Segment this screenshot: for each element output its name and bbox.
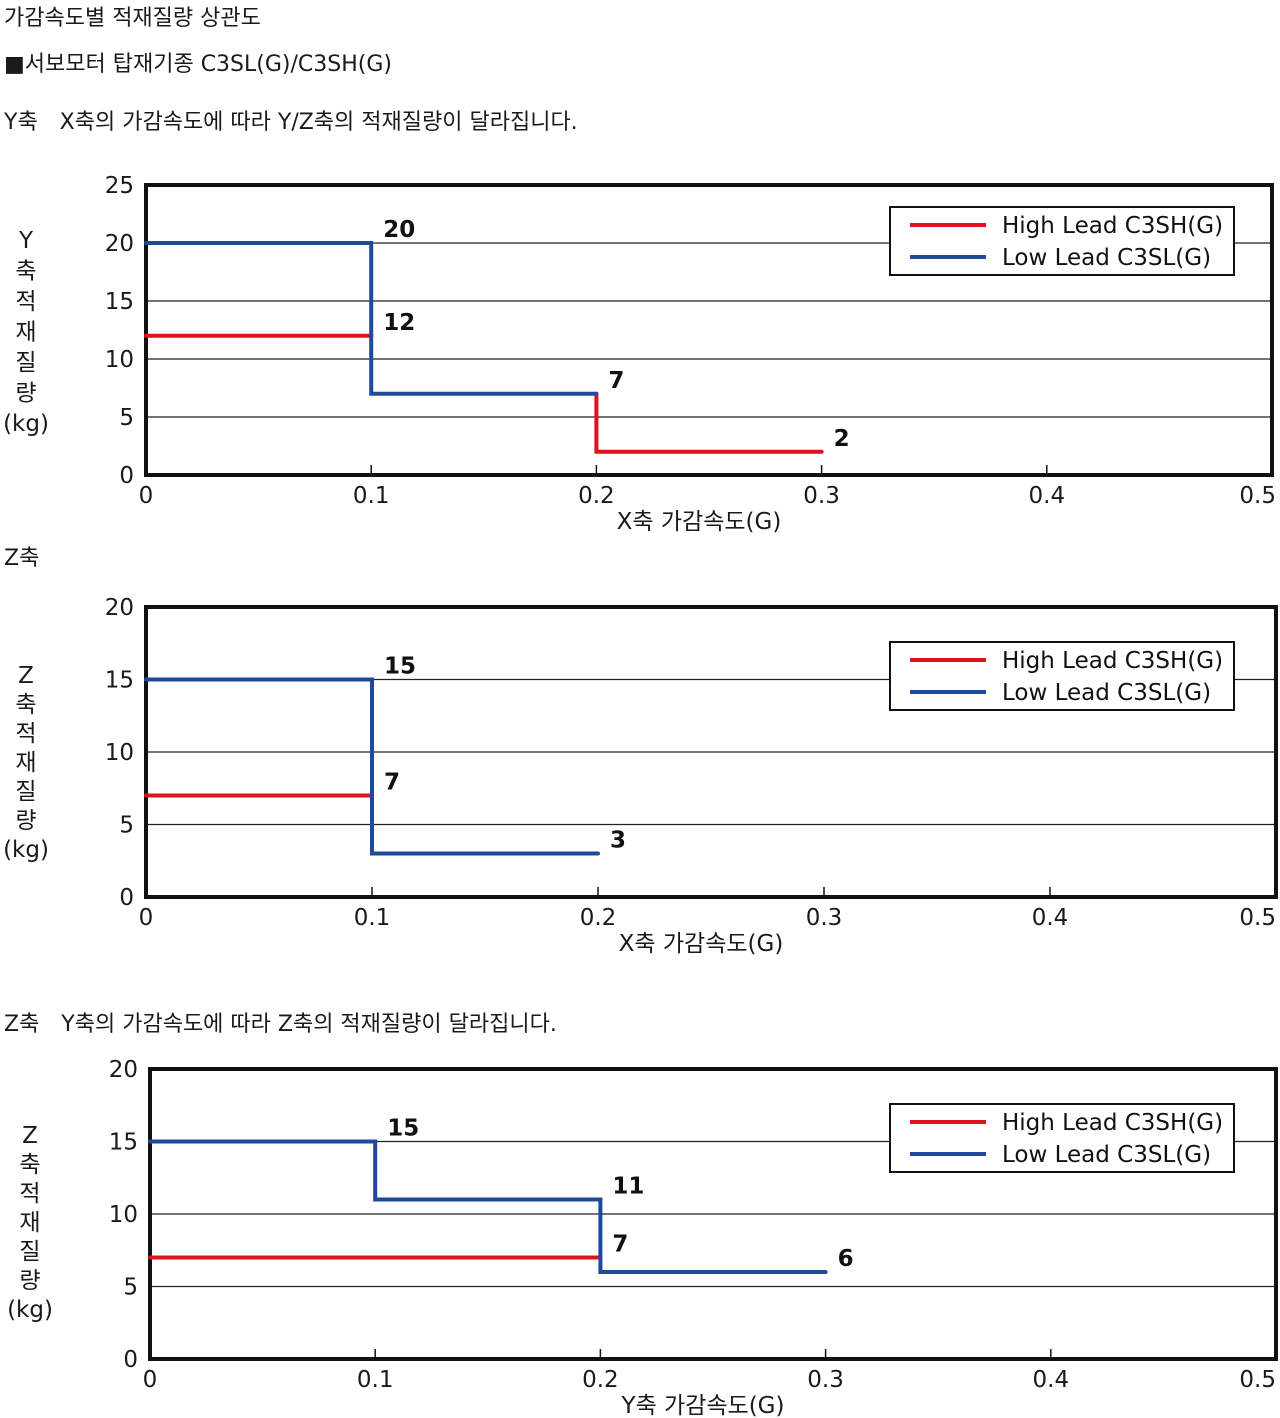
x-tick-label: 0.1 <box>353 483 390 509</box>
data-label: 20 <box>383 217 415 243</box>
x-tick-label: 0.2 <box>580 905 617 931</box>
x-tick-label: 0.3 <box>806 905 843 931</box>
series-line-low-lead <box>144 677 600 856</box>
y-axis-label-line: 재 <box>15 750 36 776</box>
data-label: 7 <box>608 368 624 394</box>
y-axis-label-line: 량 <box>19 1268 40 1294</box>
legend-label: Low Lead C3SL(G) <box>1002 1142 1211 1168</box>
y-tick-label: 20 <box>105 595 134 621</box>
data-label: 3 <box>610 828 626 854</box>
y-axis-label-line: (kg) <box>3 411 49 437</box>
data-label: 11 <box>612 1174 644 1200</box>
y-axis-label-line: 재 <box>15 320 36 346</box>
legend-label: Low Lead C3SL(G) <box>1002 245 1211 271</box>
page-title: 가감속도별 적재질량 상관도 <box>4 6 261 31</box>
x-tick-label: 0.3 <box>803 483 840 509</box>
x-axis-label: Y축 가감속도(G) <box>621 1393 785 1418</box>
y-tick-label: 20 <box>105 231 134 257</box>
y-axis-label-line: 질 <box>19 1239 40 1265</box>
y-axis-label-line: Z <box>18 663 34 689</box>
x-tick-label: 0.5 <box>1239 905 1276 931</box>
y-axis-label-line: 적 <box>15 289 36 315</box>
y-axis-label-line: 축 <box>19 1152 40 1178</box>
y-axis-label-line: 량 <box>15 381 36 407</box>
legend-label: High Lead C3SH(G) <box>1002 1110 1223 1136</box>
x-tick-label: 0.2 <box>582 1367 619 1393</box>
y-tick-label: 0 <box>119 885 134 911</box>
x-tick-label: 0 <box>139 905 154 931</box>
x-axis-label: X축 가감속도(G) <box>617 509 782 535</box>
x-tick-label: 0.4 <box>1032 905 1069 931</box>
series-line-low-lead <box>148 1139 828 1274</box>
y-axis-label-line: 축 <box>15 692 36 718</box>
y-tick-label: 5 <box>123 1275 138 1301</box>
legend-label: High Lead C3SH(G) <box>1002 213 1223 239</box>
data-label: 7 <box>384 770 400 796</box>
legend-box <box>889 206 1235 276</box>
y-tick-label: 20 <box>109 1057 138 1083</box>
plot-frame <box>144 183 1274 477</box>
x-axis-label: X축 가감속도(G) <box>619 931 784 957</box>
y-tick-label: 25 <box>105 173 134 199</box>
x-tick-label: 0.4 <box>1029 483 1066 509</box>
series-line-high-lead <box>594 391 824 454</box>
section-caption-z-axis-y-accel: Z축 Y축의 가감속도에 따라 Z축의 적재질량이 달라집니다. <box>4 1012 557 1037</box>
y-axis-label-line: 질 <box>15 350 36 376</box>
plot-frame <box>148 1067 1278 1361</box>
y-tick-label: 10 <box>105 347 134 373</box>
legend-label: Low Lead C3SL(G) <box>1002 680 1211 706</box>
y-tick-label: 5 <box>119 405 134 431</box>
data-label: 15 <box>387 1116 419 1142</box>
data-label: 15 <box>384 654 416 680</box>
section-caption-y-axis: Y축 X축의 가감속도에 따라 Y/Z축의 적재질량이 달라집니다. <box>4 110 578 135</box>
data-label: 7 <box>612 1232 628 1258</box>
y-tick-label: 15 <box>109 1130 138 1156</box>
y-tick-label: 0 <box>123 1347 138 1373</box>
y-tick-label: 15 <box>105 289 134 315</box>
y-axis-label-line: 적 <box>19 1181 40 1207</box>
section-caption-z-axis: Z축 <box>4 546 40 571</box>
y-axis-label-line: 량 <box>15 808 36 834</box>
y-axis-label-line: (kg) <box>7 1297 53 1323</box>
x-tick-label: 0.1 <box>357 1367 394 1393</box>
y-tick-label: 0 <box>119 463 134 489</box>
x-tick-label: 0.3 <box>807 1367 844 1393</box>
data-label: 6 <box>838 1246 854 1272</box>
y-axis-label-line: 재 <box>19 1210 40 1236</box>
legend-label: High Lead C3SH(G) <box>1002 648 1223 674</box>
y-axis-label-line: 축 <box>15 259 36 285</box>
y-tick-label: 5 <box>119 813 134 839</box>
legend-box <box>889 641 1235 711</box>
y-tick-label: 10 <box>109 1202 138 1228</box>
y-tick-label: 15 <box>105 668 134 694</box>
x-tick-label: 0 <box>143 1367 158 1393</box>
series-line-low-lead <box>144 241 599 396</box>
y-axis-label-line: Y <box>18 228 34 254</box>
data-label: 12 <box>383 310 415 336</box>
plot-frame <box>144 605 1278 899</box>
x-tick-label: 0.5 <box>1239 1367 1276 1393</box>
x-tick-label: 0.2 <box>578 483 615 509</box>
legend-box <box>889 1103 1235 1173</box>
y-tick-label: 10 <box>105 740 134 766</box>
y-axis-label-line: Z <box>22 1123 38 1149</box>
x-tick-label: 0 <box>139 483 154 509</box>
x-tick-label: 0.1 <box>354 905 391 931</box>
data-label: 2 <box>834 426 850 452</box>
y-axis-label-line: 적 <box>15 721 36 747</box>
series-heading: ■서보모터 탑재기종 C3SL(G)/C3SH(G) <box>4 52 392 77</box>
x-tick-label: 0.5 <box>1239 483 1276 509</box>
y-axis-label-line: (kg) <box>3 837 49 863</box>
y-axis-label-line: 질 <box>15 779 36 805</box>
x-tick-label: 0.4 <box>1033 1367 1070 1393</box>
